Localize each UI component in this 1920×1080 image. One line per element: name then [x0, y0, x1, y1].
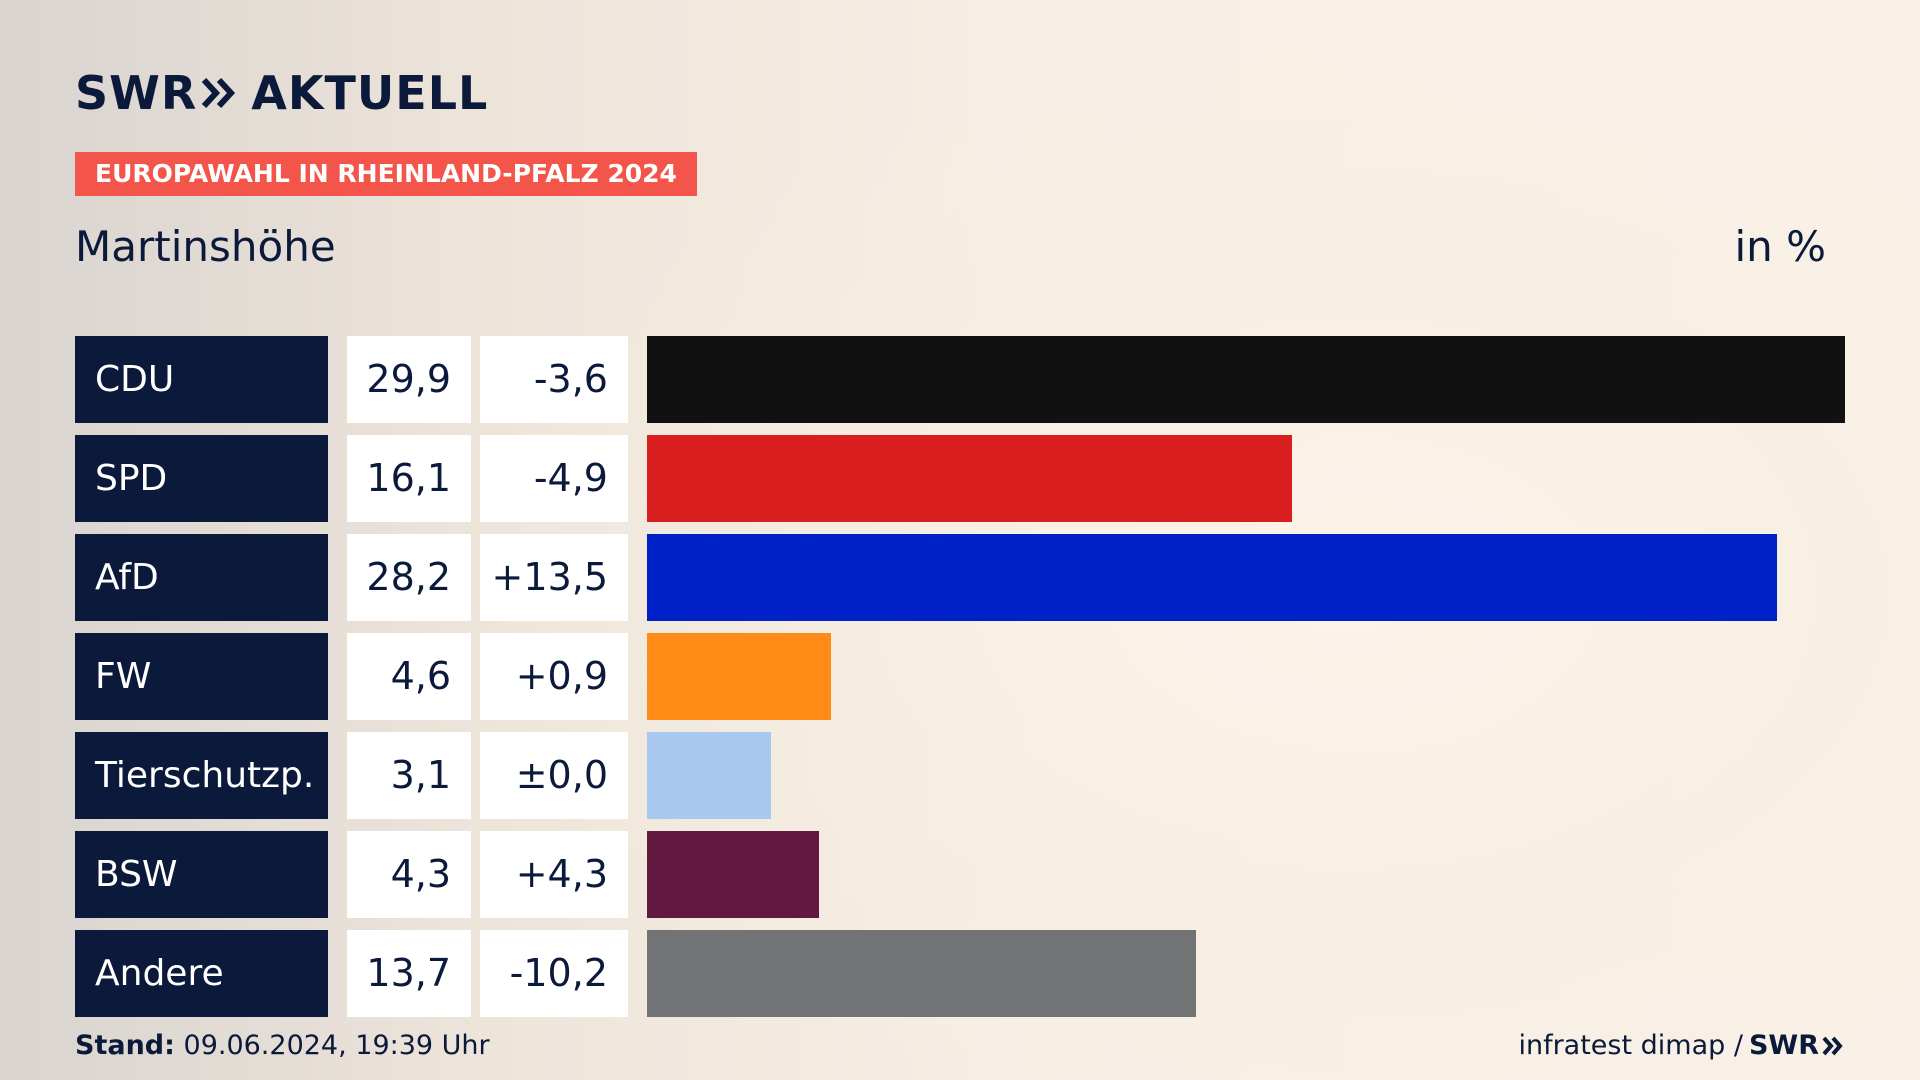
footer-brand-text: SWR: [1748, 1030, 1819, 1061]
timestamp: Stand: 09.06.2024, 19:39 Uhr: [75, 1030, 490, 1061]
change-label: +13,5: [480, 534, 628, 621]
stand-value: 09.06.2024, 19:39 Uhr: [183, 1030, 490, 1061]
vote-share-label: 29,9: [347, 336, 471, 423]
party-label: CDU: [75, 336, 328, 423]
result-row: CDU 29,9 -3,6: [75, 336, 1845, 423]
vote-share-label: 13,7: [347, 930, 471, 1017]
vote-share-label: 28,2: [347, 534, 471, 621]
party-label: BSW: [75, 831, 328, 918]
vote-share-label: 4,6: [347, 633, 471, 720]
change-label: -3,6: [480, 336, 628, 423]
result-bar: [647, 930, 1196, 1017]
footer-chevron-icon: [1822, 1036, 1843, 1055]
region-title: Martinshöhe: [75, 222, 336, 271]
logo-swr-text: SWR: [75, 66, 198, 120]
footer-brand: SWR: [1749, 1030, 1844, 1061]
result-row: SPD 16,1 -4,9: [75, 435, 1845, 522]
result-bar: [647, 435, 1292, 522]
change-label: -4,9: [480, 435, 628, 522]
result-bar: [647, 831, 819, 918]
logo-aktuell-text: AKTUELL: [251, 66, 489, 120]
party-label: Tierschutzp.: [75, 732, 328, 819]
party-label: AfD: [75, 534, 328, 621]
change-label: -10,2: [480, 930, 628, 1017]
result-bar: [647, 732, 771, 819]
result-row: Tierschutzp. 3,1 ±0,0: [75, 732, 1845, 819]
result-bar: [647, 336, 1845, 423]
change-label: +4,3: [480, 831, 628, 918]
party-label: FW: [75, 633, 328, 720]
vote-share-label: 16,1: [347, 435, 471, 522]
party-label: SPD: [75, 435, 328, 522]
source-credit: infratest dimap / SWR: [1518, 1030, 1844, 1061]
vote-share-label: 4,3: [347, 831, 471, 918]
result-bar: [647, 534, 1777, 621]
vote-share-label: 3,1: [347, 732, 471, 819]
result-row: Andere 13,7 -10,2: [75, 930, 1845, 1017]
party-label: Andere: [75, 930, 328, 1017]
result-row: AfD 28,2 +13,5: [75, 534, 1845, 621]
double-chevron-icon: [201, 75, 237, 111]
source-text: infratest dimap /: [1518, 1030, 1743, 1061]
election-badge: EUROPAWAHL IN RHEINLAND-PFALZ 2024: [75, 152, 697, 196]
change-label: ±0,0: [480, 732, 628, 819]
change-label: +0,9: [480, 633, 628, 720]
result-row: BSW 4,3 +4,3: [75, 831, 1845, 918]
result-row: FW 4,6 +0,9: [75, 633, 1845, 720]
swr-aktuell-logo: SWR AKTUELL: [75, 66, 489, 120]
unit-label: in %: [1734, 222, 1826, 271]
result-bar: [647, 633, 831, 720]
stand-label: Stand:: [75, 1030, 175, 1061]
